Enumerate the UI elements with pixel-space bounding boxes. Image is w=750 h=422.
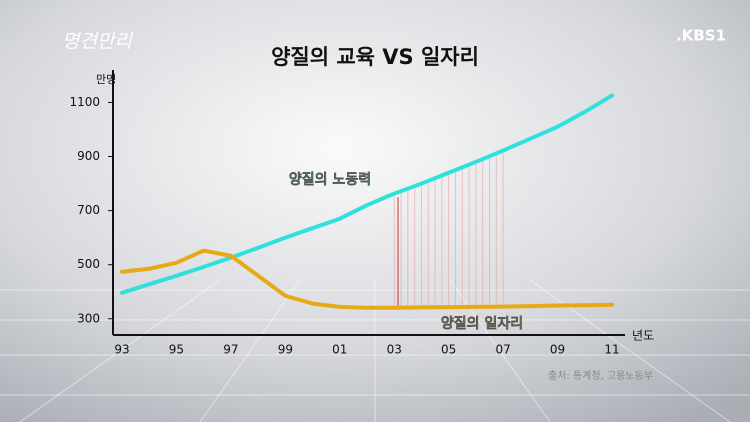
- y-tick-label: 500: [77, 257, 100, 271]
- channel-logo: .KBS1: [676, 27, 726, 45]
- x-axis-unit: 년도: [632, 329, 654, 343]
- x-tick-label: 99: [278, 343, 293, 357]
- y-axis-unit: 만명: [96, 73, 116, 86]
- y-tick-label: 700: [77, 203, 100, 217]
- y-tick-label: 300: [77, 311, 100, 325]
- gap-hatch: [393, 150, 504, 308]
- x-tick-label: 95: [169, 343, 184, 357]
- x-tick-label: 11: [604, 343, 619, 357]
- x-tick-label: 09: [550, 343, 565, 357]
- x-tick-label: 05: [441, 343, 456, 357]
- x-tick-label: 93: [114, 343, 129, 357]
- x-tick-label: 07: [495, 343, 510, 357]
- chart-title: 양질의 교육 VS 일자리: [271, 45, 479, 69]
- y-tick-label: 1100: [69, 95, 100, 109]
- series-label: 양질의 노동력: [289, 171, 371, 188]
- series-label: 양질의 일자리: [441, 315, 523, 332]
- x-tick-label: 03: [387, 343, 402, 357]
- x-tick-label: 97: [223, 343, 238, 357]
- logo: 명견만리: [62, 31, 133, 53]
- x-tick-label: 01: [332, 343, 347, 357]
- source-note: 출처: 통계청, 고용노동부: [548, 370, 653, 382]
- y-tick-label: 900: [77, 149, 100, 163]
- series-line: [120, 93, 614, 295]
- series-line: [120, 248, 614, 310]
